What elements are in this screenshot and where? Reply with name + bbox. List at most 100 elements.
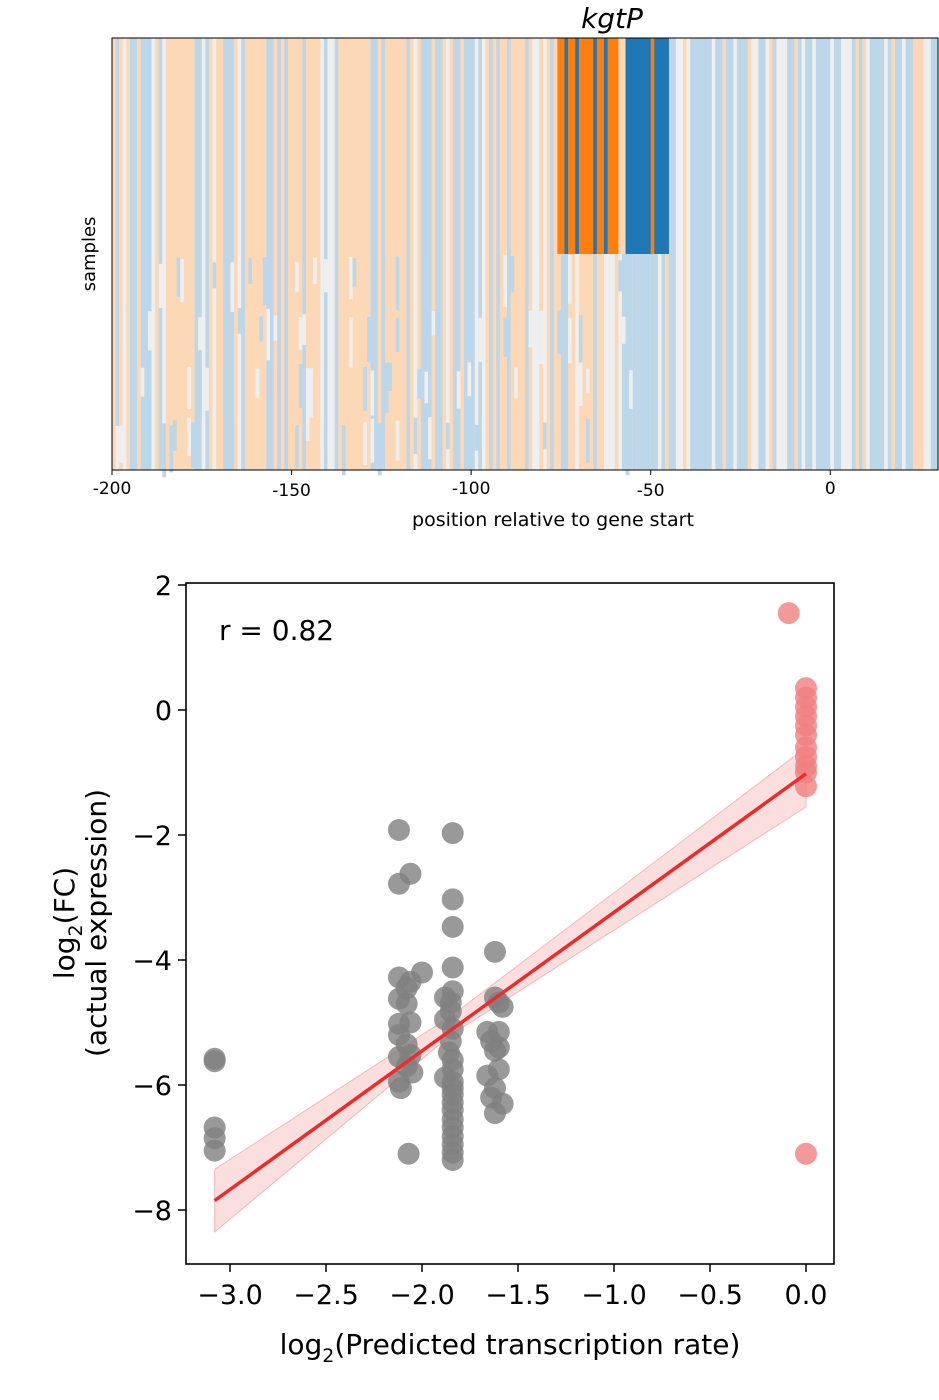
heatmap-cell xyxy=(675,38,680,470)
heatmap-highlight-cell xyxy=(557,38,562,254)
heatmap-cell xyxy=(169,425,174,473)
heatmap-cell xyxy=(826,38,831,470)
heatmap-cell xyxy=(320,38,325,470)
heatmap-cell xyxy=(467,38,472,470)
heatmap-cell xyxy=(733,38,738,470)
scatter-x-tick-label: −2.0 xyxy=(389,1280,455,1311)
heatmap-highlight-cell xyxy=(657,38,662,254)
heatmap-cell xyxy=(525,308,529,341)
scatter-point-reference xyxy=(795,1142,817,1165)
heatmap-cell xyxy=(413,417,418,454)
heatmap-cell xyxy=(406,38,411,470)
heatmap-cell xyxy=(352,258,357,287)
heatmap-cell xyxy=(909,38,914,470)
heatmap-cell xyxy=(162,423,167,478)
heatmap-highlight-cell xyxy=(621,38,626,254)
scatter-frame xyxy=(185,582,835,1265)
heatmap-cell xyxy=(352,38,357,470)
heatmap-cell xyxy=(298,363,303,409)
heatmap-cell xyxy=(119,425,124,463)
scatter-y-axis: 2 0 −2 −4 −6 −8 xyxy=(132,571,186,1227)
heatmap-cell xyxy=(510,256,515,293)
heatmap-cell xyxy=(916,38,921,470)
heatmap-cell xyxy=(151,369,156,400)
heatmap-cell xyxy=(898,38,903,470)
heatmap-cell xyxy=(295,38,300,470)
heatmap-cell xyxy=(539,311,544,364)
heatmap-cell xyxy=(672,38,677,470)
heatmap-cell xyxy=(191,38,195,470)
scatter-points xyxy=(203,602,817,1171)
heatmap-cell xyxy=(208,38,213,470)
heatmap-cell xyxy=(392,38,397,470)
heatmap-cell xyxy=(858,38,863,470)
heatmap-cell xyxy=(205,38,210,470)
heatmap-x-tick-label: -200 xyxy=(93,479,132,499)
heatmap-cell xyxy=(399,38,404,470)
heatmap-cell xyxy=(280,38,285,470)
heatmap-cell xyxy=(395,256,400,310)
scatter-y-tick-label: −6 xyxy=(132,1071,172,1102)
heatmap-cell xyxy=(223,38,228,470)
heatmap-cell xyxy=(715,38,720,470)
heatmap-cell xyxy=(542,38,547,470)
heatmap-cell xyxy=(492,38,497,470)
heatmap-cell xyxy=(410,38,414,470)
heatmap-cell xyxy=(819,38,824,470)
heatmap-cell xyxy=(334,38,339,470)
scatter-point-variants xyxy=(487,1058,510,1081)
heatmap-cell xyxy=(169,38,174,470)
heatmap-cell xyxy=(586,418,590,463)
heatmap-cell xyxy=(428,38,432,470)
heatmap-highlight-cell xyxy=(661,38,666,254)
scatter-point-variants xyxy=(203,1139,226,1162)
scatter-point-variants xyxy=(395,992,418,1015)
heatmap-cell xyxy=(313,257,318,285)
scatter-ylabel-line1: log2(FC) xyxy=(48,867,87,979)
heatmap-cell xyxy=(298,317,303,350)
heatmap-cell xyxy=(815,38,820,470)
heatmap-cell xyxy=(779,38,784,470)
heatmap-cell xyxy=(920,38,924,470)
heatmap-cell xyxy=(144,38,149,470)
heatmap-cell xyxy=(266,308,271,361)
heatmap-cell xyxy=(323,259,328,293)
heatmap-cell xyxy=(467,362,472,397)
heatmap-cell xyxy=(474,38,479,470)
scatter-x-tick-label: −1.0 xyxy=(581,1280,647,1311)
heatmap-cell xyxy=(140,367,145,397)
heatmap-cell xyxy=(230,422,235,469)
heatmap-cell xyxy=(230,38,235,470)
heatmap-highlight-cell xyxy=(611,38,616,254)
heatmap-cell xyxy=(618,260,623,292)
heatmap-cell xyxy=(115,38,120,470)
heatmap-cell xyxy=(112,38,116,470)
heatmap-cell xyxy=(309,38,314,470)
heatmap-highlight-cell xyxy=(600,38,605,254)
heatmap-cell xyxy=(341,38,346,470)
heatmap-cell xyxy=(216,38,221,470)
heatmap-cell xyxy=(923,38,928,470)
heatmap-cell xyxy=(316,38,321,470)
heatmap-cell xyxy=(553,38,558,470)
heatmap-cell xyxy=(539,38,544,470)
heatmap-cell xyxy=(234,38,238,470)
heatmap-cell xyxy=(550,38,555,470)
heatmap-cell xyxy=(700,38,705,470)
heatmap-cell xyxy=(643,254,648,470)
heatmap-cell xyxy=(298,38,303,470)
scatter-point-variants xyxy=(203,1050,226,1073)
heatmap-cell xyxy=(474,424,479,451)
heatmap-cell xyxy=(503,254,508,307)
heatmap-cell xyxy=(295,261,300,292)
heatmap-cell xyxy=(690,38,695,470)
heatmap-highlight-cell xyxy=(632,38,637,254)
heatmap-cell xyxy=(413,370,418,400)
heatmap-cell xyxy=(438,38,443,470)
scatter-point-reference xyxy=(777,602,800,625)
scatter-point-variants xyxy=(389,1077,412,1100)
heatmap-highlight-cell xyxy=(589,38,594,254)
heatmap-cell xyxy=(147,38,152,470)
heatmap-cell xyxy=(420,38,425,470)
heatmap-cell xyxy=(528,38,533,470)
